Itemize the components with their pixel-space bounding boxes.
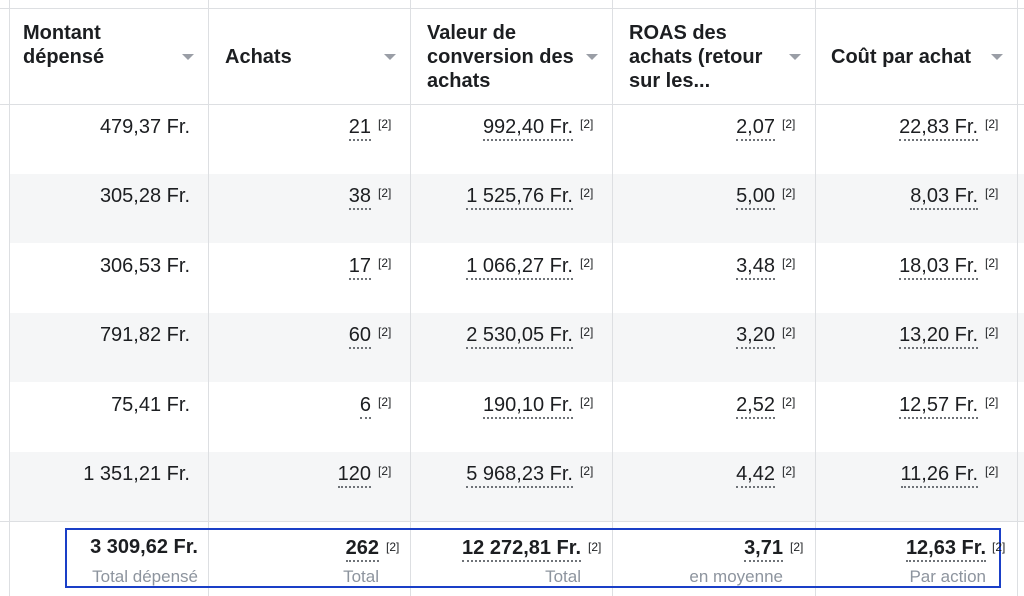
footnote-marker: [2] <box>985 395 999 409</box>
total-cout-value[interactable]: 12,63 Fr. <box>905 537 986 562</box>
cell-achats[interactable]: 120 <box>337 463 371 488</box>
cell-roas[interactable]: 2,52 <box>736 394 775 419</box>
footnote-marker: [2] <box>782 464 796 478</box>
column-header-label: Montant dépensé <box>23 22 105 68</box>
cell-roas[interactable]: 2,07 <box>736 116 775 141</box>
cell-cout[interactable]: 22,83 Fr. <box>899 116 978 141</box>
cell-montant: 305,28 Fr. <box>99 185 190 207</box>
cell-valeur[interactable]: 1 525,76 Fr. <box>466 185 573 210</box>
footnote-marker: [2] <box>378 464 392 478</box>
cell-valeur[interactable]: 5 968,23 Fr. <box>466 463 573 488</box>
column-header-achats[interactable]: Achats <box>225 0 410 104</box>
cell-montant: 1 351,21 Fr. <box>83 463 190 485</box>
sort-chevron-icon[interactable] <box>182 54 194 60</box>
total-roas-value[interactable]: 3,71 <box>744 537 783 562</box>
cell-montant: 306,53 Fr. <box>99 255 190 277</box>
total-montant-label: Total dépensé <box>92 567 198 586</box>
footnote-marker: [2] <box>588 540 602 554</box>
column-header-cout[interactable]: Coût par achat <box>831 0 1017 104</box>
cell-achats[interactable]: 60 <box>348 324 371 349</box>
footnote-marker: [2] <box>378 186 392 200</box>
cell-cout[interactable]: 18,03 Fr. <box>899 255 978 280</box>
footnote-marker: [2] <box>580 395 594 409</box>
cell-cout[interactable]: 11,26 Fr. <box>900 463 978 488</box>
footnote-marker: [2] <box>985 256 999 270</box>
column-divider <box>1017 0 1018 596</box>
footnote-marker: [2] <box>378 395 392 409</box>
column-header-label: Coût par achat <box>831 46 972 68</box>
footnote-marker: [2] <box>580 256 594 270</box>
cell-roas[interactable]: 5,00 <box>736 185 775 210</box>
column-header-montant[interactable]: Montant dépensé <box>23 0 208 104</box>
column-header-label: ROAS des achats (retour sur les... <box>629 22 763 92</box>
column-header-label: Achats <box>225 46 292 68</box>
cell-achats[interactable]: 17 <box>348 255 371 280</box>
footnote-marker: [2] <box>992 540 1006 554</box>
cell-roas[interactable]: 4,42 <box>736 463 775 488</box>
footnote-marker: [2] <box>985 117 999 131</box>
column-divider <box>9 0 10 596</box>
cell-montant: 75,41 Fr. <box>111 394 190 416</box>
totals-top-border <box>0 521 1024 522</box>
footnote-marker: [2] <box>782 186 796 200</box>
column-divider <box>815 0 816 596</box>
footnote-marker: [2] <box>386 540 400 554</box>
cell-cout[interactable]: 8,03 Fr. <box>910 185 978 210</box>
column-header-valeur[interactable]: Valeur de conversion des achats <box>427 0 612 104</box>
footnote-marker: [2] <box>378 117 392 131</box>
column-divider <box>612 0 613 596</box>
footnote-marker: [2] <box>580 464 594 478</box>
footnote-marker: [2] <box>580 117 594 131</box>
footnote-marker: [2] <box>782 256 796 270</box>
footnote-marker: [2] <box>580 186 594 200</box>
footnote-marker: [2] <box>985 464 999 478</box>
total-achats-value[interactable]: 262 <box>345 537 379 562</box>
cell-achats[interactable]: 21 <box>348 116 371 141</box>
cell-montant: 479,37 Fr. <box>99 116 190 138</box>
cell-achats[interactable]: 6 <box>359 394 371 419</box>
total-achats-label: Total <box>343 567 379 586</box>
cell-valeur[interactable]: 190,10 Fr. <box>482 394 573 419</box>
column-header-roas[interactable]: ROAS des achats (retour sur les... <box>629 0 815 104</box>
header-top-border <box>0 8 1024 9</box>
total-valeur-value[interactable]: 12 272,81 Fr. <box>462 537 581 562</box>
footnote-marker: [2] <box>985 325 999 339</box>
column-divider <box>410 0 411 596</box>
footnote-marker: [2] <box>985 186 999 200</box>
sort-chevron-icon[interactable] <box>586 54 598 60</box>
sort-chevron-icon[interactable] <box>384 54 396 60</box>
total-cout-label: Par action <box>909 567 986 586</box>
cell-valeur[interactable]: 1 066,27 Fr. <box>466 255 573 280</box>
footnote-marker: [2] <box>782 117 796 131</box>
footnote-marker: [2] <box>378 256 392 270</box>
total-roas-label: en moyenne <box>689 567 783 586</box>
footnote-marker: [2] <box>378 325 392 339</box>
cell-cout[interactable]: 13,20 Fr. <box>899 324 978 349</box>
cell-valeur[interactable]: 2 530,05 Fr. <box>466 324 573 349</box>
sort-chevron-icon[interactable] <box>789 54 801 60</box>
total-valeur-label: Total <box>545 567 581 586</box>
footnote-marker: [2] <box>580 325 594 339</box>
footnote-marker: [2] <box>790 540 804 554</box>
cell-roas[interactable]: 3,48 <box>736 255 775 280</box>
cell-roas[interactable]: 3,20 <box>736 324 775 349</box>
totals-highlight-box <box>65 528 1001 588</box>
cell-cout[interactable]: 12,57 Fr. <box>899 394 978 419</box>
column-divider <box>208 0 209 596</box>
cell-achats[interactable]: 38 <box>348 185 371 210</box>
header-bottom-border <box>0 104 1024 105</box>
footnote-marker: [2] <box>782 395 796 409</box>
column-header-label: Valeur de conversion des achats <box>427 22 574 92</box>
cell-valeur[interactable]: 992,40 Fr. <box>482 116 573 141</box>
sort-chevron-icon[interactable] <box>991 54 1003 60</box>
total-montant-value: 3 309,62 Fr. <box>90 536 198 558</box>
footnote-marker: [2] <box>782 325 796 339</box>
cell-montant: 791,82 Fr. <box>99 324 190 346</box>
